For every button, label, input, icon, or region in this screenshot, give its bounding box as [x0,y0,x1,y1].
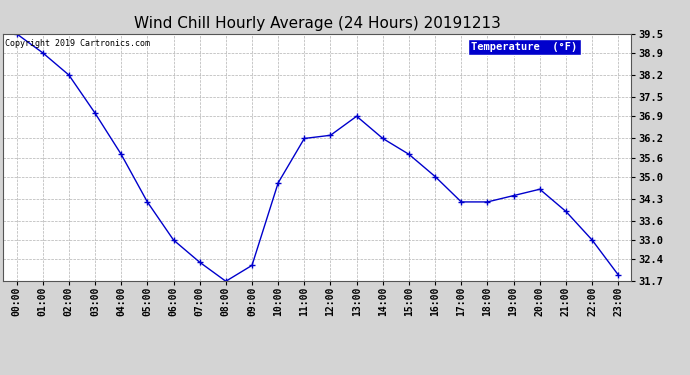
Title: Wind Chill Hourly Average (24 Hours) 20191213: Wind Chill Hourly Average (24 Hours) 201… [134,16,501,31]
Text: Temperature  (°F): Temperature (°F) [471,42,578,52]
Text: Copyright 2019 Cartronics.com: Copyright 2019 Cartronics.com [5,39,150,48]
